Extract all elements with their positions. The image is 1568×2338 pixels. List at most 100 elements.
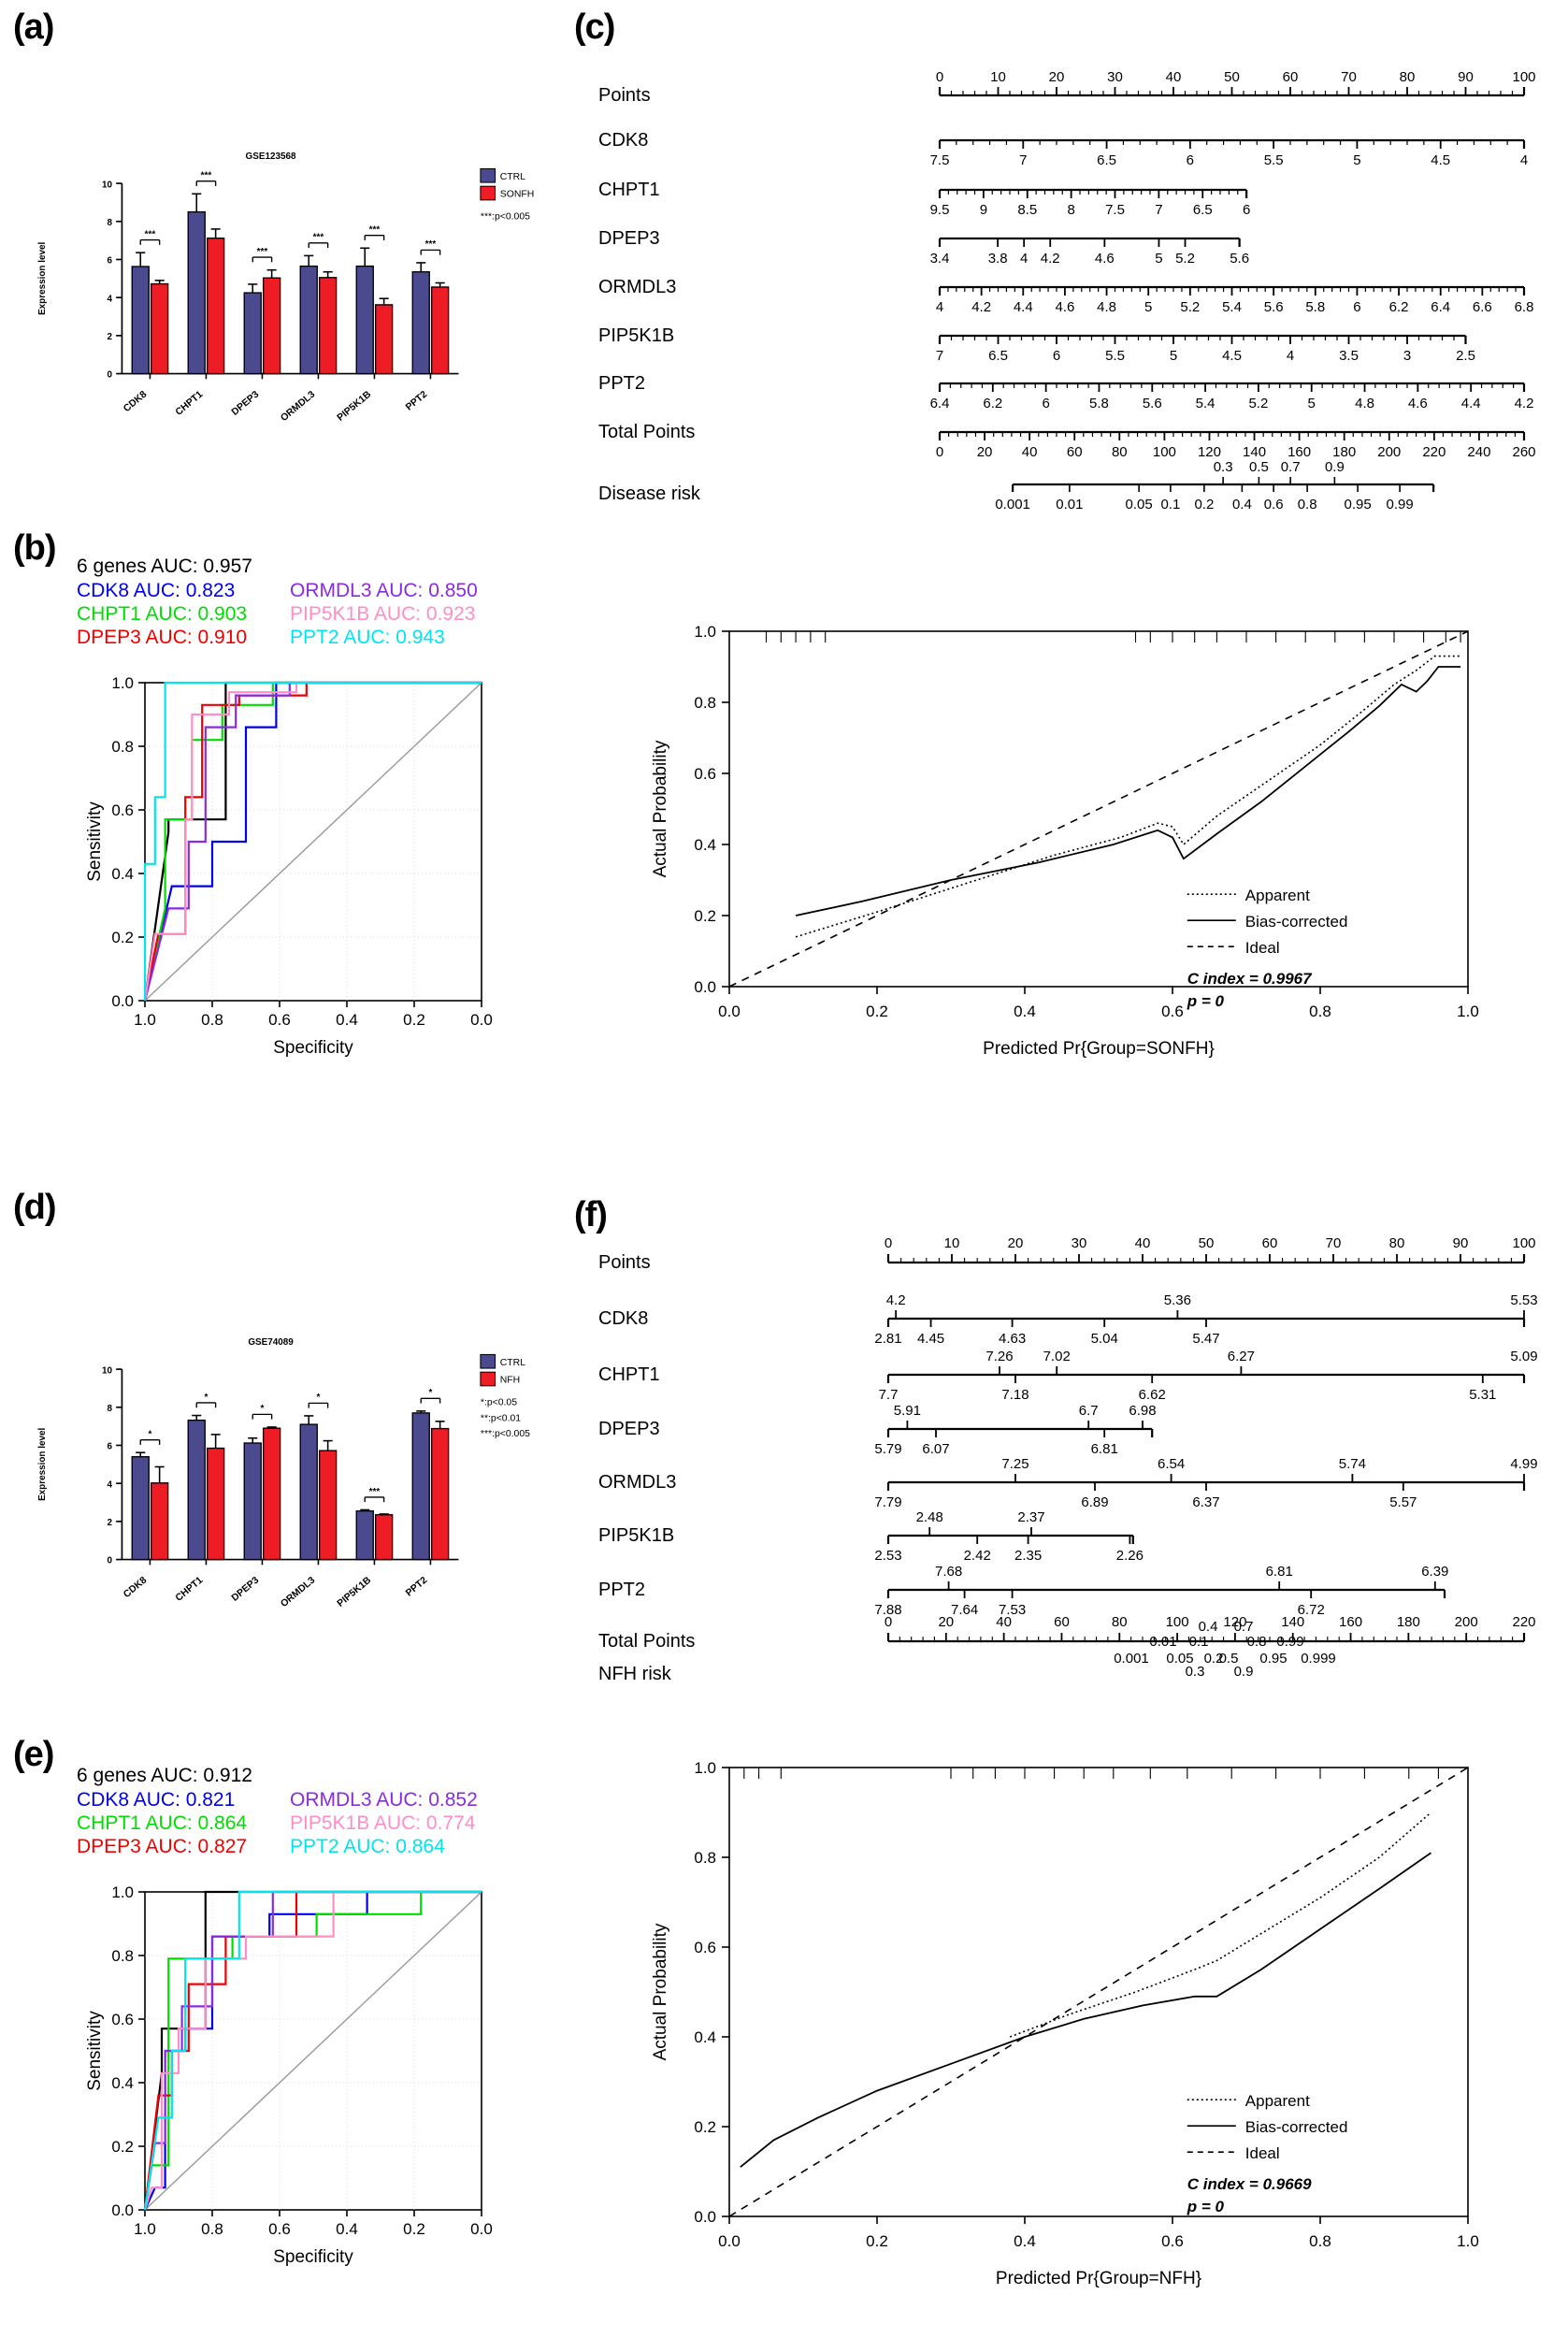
svg-text:ORMDL3: ORMDL3 — [279, 1575, 317, 1609]
svg-text:4.6: 4.6 — [1095, 251, 1115, 267]
panel-d-letter: (d) — [13, 1188, 57, 1227]
svg-text:0.8: 0.8 — [111, 738, 134, 756]
svg-text:8: 8 — [107, 218, 112, 228]
svg-text:5.04: 5.04 — [1091, 1331, 1118, 1347]
svg-text:6: 6 — [1053, 348, 1060, 364]
svg-text:8: 8 — [107, 1404, 112, 1414]
svg-text:5.31: 5.31 — [1469, 1387, 1496, 1403]
svg-text:0.05: 0.05 — [1166, 1651, 1193, 1667]
svg-text:0.3: 0.3 — [1214, 459, 1233, 475]
svg-text:DPEP3: DPEP3 — [598, 1419, 660, 1439]
svg-text:CHPT1 AUC: 0.903: CHPT1 AUC: 0.903 — [77, 603, 247, 625]
svg-text:0.2: 0.2 — [694, 907, 716, 925]
svg-text:0.6: 0.6 — [111, 801, 134, 819]
svg-text:5.2: 5.2 — [1248, 396, 1268, 411]
svg-text:PIP5K1B: PIP5K1B — [336, 389, 374, 424]
svg-text:6.5: 6.5 — [1193, 202, 1213, 218]
svg-text:5: 5 — [1170, 348, 1177, 364]
svg-text:5.6: 5.6 — [1143, 396, 1162, 411]
svg-text:20: 20 — [977, 444, 993, 460]
svg-text:0.99: 0.99 — [1387, 497, 1414, 512]
svg-text:6.98: 6.98 — [1129, 1403, 1156, 1419]
svg-text:4.4: 4.4 — [1461, 396, 1481, 411]
svg-text:0.6: 0.6 — [1161, 2232, 1184, 2250]
svg-text:2.81: 2.81 — [874, 1331, 901, 1347]
svg-text:5: 5 — [1155, 251, 1162, 267]
svg-text:*: * — [205, 1393, 209, 1403]
svg-text:6.7: 6.7 — [1079, 1403, 1099, 1419]
svg-text:**:p<0.01: **:p<0.01 — [481, 1413, 521, 1423]
svg-text:Disease risk: Disease risk — [598, 483, 701, 504]
svg-text:0.2: 0.2 — [694, 2118, 716, 2136]
svg-text:80: 80 — [1389, 1235, 1405, 1251]
svg-text:0.7: 0.7 — [1281, 459, 1301, 475]
svg-text:Specificity: Specificity — [273, 1038, 353, 1058]
svg-text:0.2: 0.2 — [403, 1011, 425, 1029]
svg-text:DPEP3 AUC: 0.827: DPEP3 AUC: 0.827 — [77, 1836, 247, 1857]
svg-text:7.64: 7.64 — [951, 1602, 978, 1618]
svg-text:Expression level: Expression level — [37, 1427, 48, 1500]
svg-text:100: 100 — [1153, 444, 1176, 460]
svg-text:5.09: 5.09 — [1510, 1349, 1537, 1364]
svg-text:4.8: 4.8 — [1097, 299, 1116, 315]
svg-text:*: * — [429, 1388, 433, 1398]
svg-text:*: * — [317, 1393, 321, 1403]
svg-text:0: 0 — [936, 69, 943, 85]
svg-text:180: 180 — [1332, 444, 1356, 460]
svg-text:CHPT1: CHPT1 — [174, 1575, 205, 1604]
svg-text:7: 7 — [936, 348, 943, 364]
svg-text:0.2: 0.2 — [866, 1003, 888, 1020]
svg-text:6.4: 6.4 — [1431, 299, 1450, 315]
svg-text:60: 60 — [1054, 1614, 1070, 1630]
svg-text:Sensitivity: Sensitivity — [85, 801, 105, 882]
svg-text:7.5: 7.5 — [1105, 202, 1125, 218]
svg-text:0.4: 0.4 — [1014, 1003, 1036, 1020]
svg-text:3.8: 3.8 — [988, 251, 1008, 267]
svg-text:0.0: 0.0 — [718, 2232, 741, 2250]
svg-text:100: 100 — [1166, 1614, 1189, 1630]
svg-text:0.2: 0.2 — [866, 2232, 888, 2250]
svg-text:PPT2: PPT2 — [598, 1580, 645, 1600]
svg-text:70: 70 — [1326, 1235, 1342, 1251]
svg-text:10: 10 — [102, 180, 113, 190]
svg-text:2.48: 2.48 — [916, 1509, 943, 1525]
svg-text:8: 8 — [1067, 202, 1074, 218]
svg-text:1.0: 1.0 — [694, 1759, 716, 1777]
svg-text:0.8: 0.8 — [201, 1011, 223, 1029]
svg-text:1.0: 1.0 — [694, 623, 716, 641]
panel-f-letter: (f) — [574, 1195, 608, 1234]
svg-text:Apparent: Apparent — [1245, 887, 1310, 904]
svg-text:0.95: 0.95 — [1345, 497, 1372, 512]
svg-text:0.001: 0.001 — [995, 497, 1030, 512]
svg-text:0.999: 0.999 — [1301, 1651, 1336, 1667]
svg-text:4: 4 — [1020, 251, 1028, 267]
svg-text:DPEP3: DPEP3 — [598, 228, 660, 249]
svg-text:220: 220 — [1512, 1614, 1535, 1630]
svg-text:0.6: 0.6 — [268, 2220, 291, 2238]
svg-text:5.2: 5.2 — [1175, 251, 1195, 267]
svg-text:CDK8 AUC: 0.821: CDK8 AUC: 0.821 — [77, 1789, 235, 1811]
svg-text:Actual Probability: Actual Probability — [651, 1923, 670, 2060]
svg-text:6.6: 6.6 — [1473, 299, 1492, 315]
svg-text:6.5: 6.5 — [1097, 152, 1116, 168]
svg-text:4.6: 4.6 — [1408, 396, 1428, 411]
svg-text:10: 10 — [990, 69, 1006, 85]
svg-text:6: 6 — [1042, 396, 1049, 411]
svg-text:140: 140 — [1243, 444, 1266, 460]
svg-text:CHPT1: CHPT1 — [598, 1364, 660, 1385]
svg-text:0.4: 0.4 — [111, 865, 134, 883]
svg-text:3.5: 3.5 — [1339, 348, 1359, 364]
svg-text:6.54: 6.54 — [1158, 1456, 1185, 1472]
svg-text:ORMDL3: ORMDL3 — [598, 1472, 676, 1493]
svg-text:30: 30 — [1072, 1235, 1087, 1251]
svg-text:0.9: 0.9 — [1325, 459, 1345, 475]
svg-text:120: 120 — [1198, 444, 1221, 460]
svg-text:GSE123568: GSE123568 — [246, 152, 296, 162]
svg-text:DPEP3 AUC: 0.910: DPEP3 AUC: 0.910 — [77, 627, 247, 648]
svg-text:5.5: 5.5 — [1105, 348, 1125, 364]
svg-text:220: 220 — [1422, 444, 1446, 460]
svg-text:***: *** — [425, 239, 437, 250]
svg-text:PPT2 AUC: 0.864: PPT2 AUC: 0.864 — [290, 1836, 445, 1857]
svg-text:4: 4 — [936, 299, 943, 315]
